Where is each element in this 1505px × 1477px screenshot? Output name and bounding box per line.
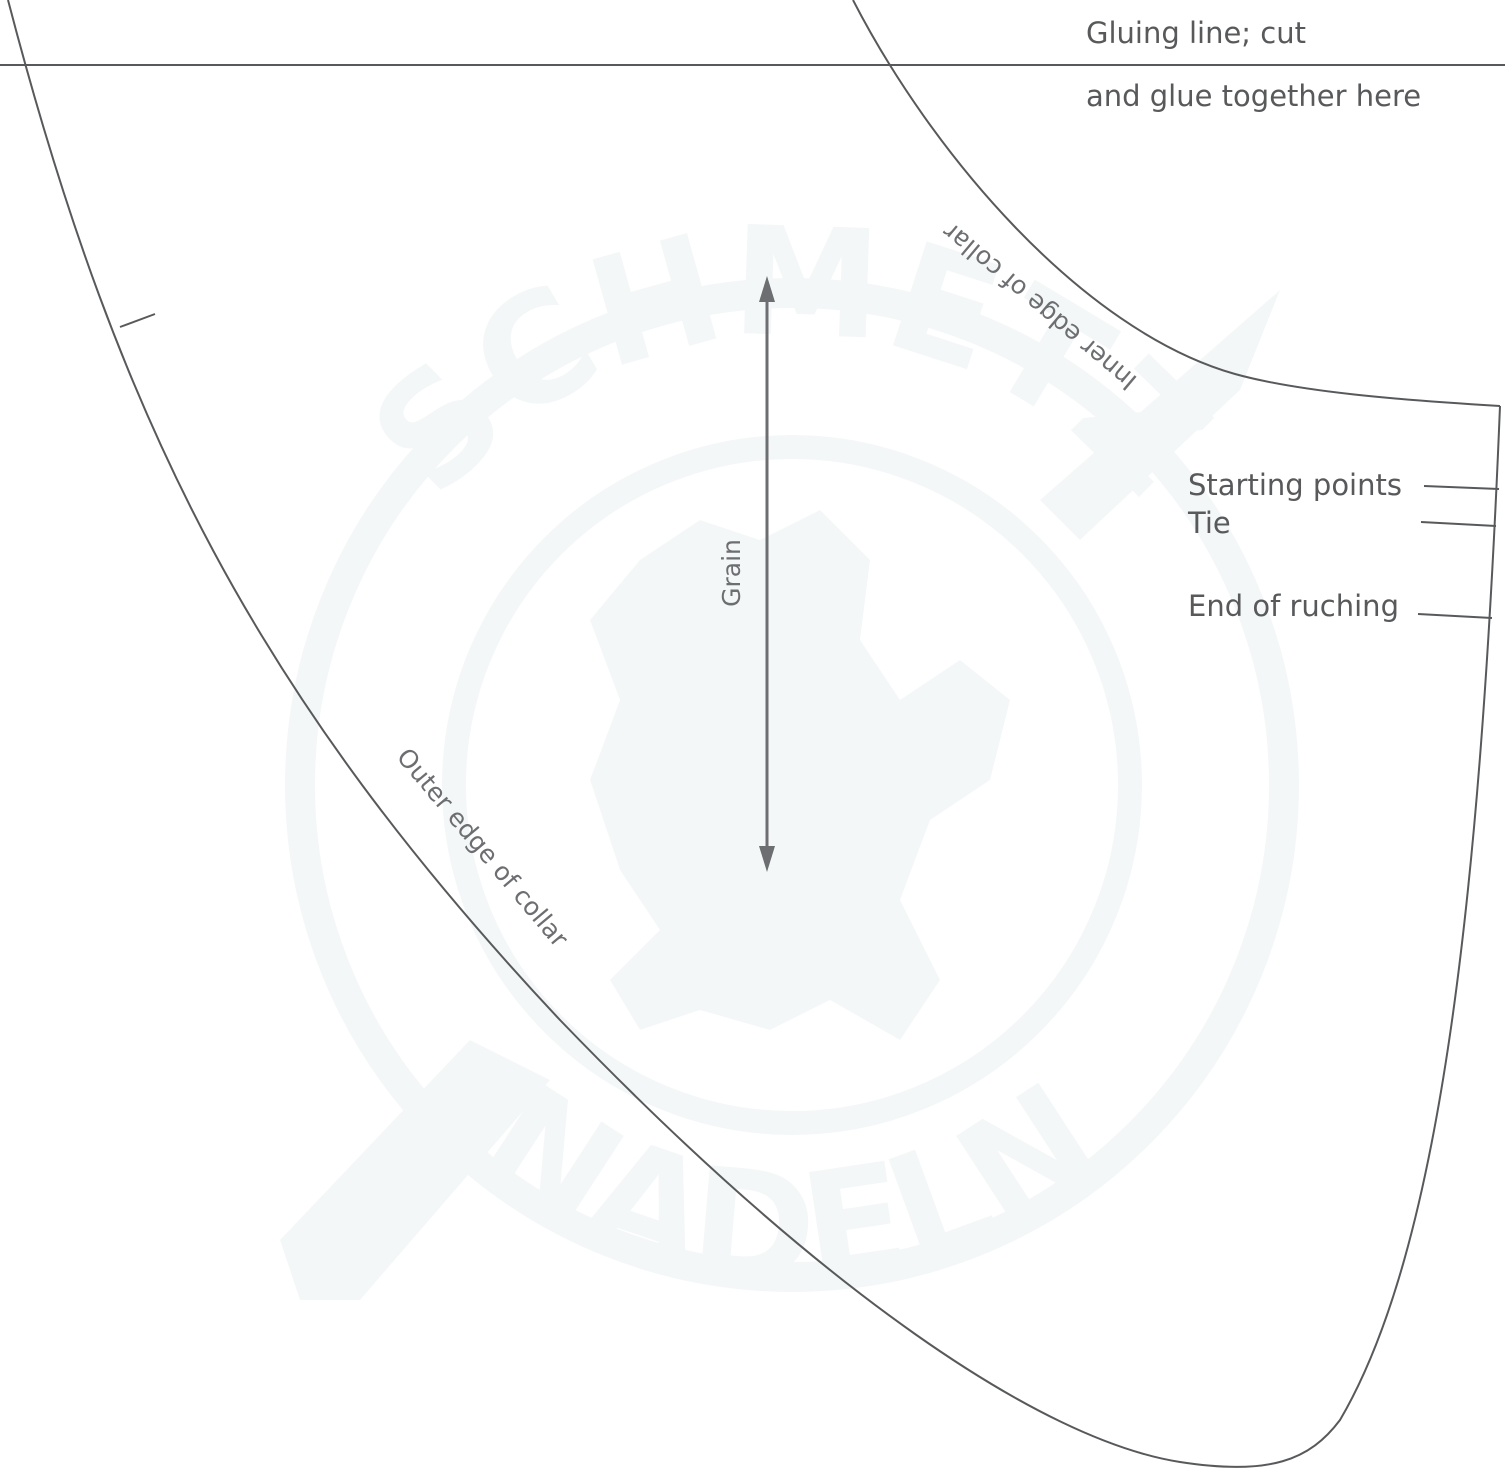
- watermark-logo: SCHMETZ NADELN: [280, 195, 1299, 1319]
- watermark-needle-shape: [280, 290, 1280, 1300]
- inner-edge-line: [852, 0, 1501, 407]
- grain-arrow: [759, 276, 775, 872]
- tie-label: Tie: [1187, 506, 1231, 540]
- tie-marker: [1420, 521, 1497, 527]
- watermark-inner-ring: [442, 435, 1142, 1135]
- grain-label: Grain: [717, 539, 746, 607]
- gluing-line-label-1: Gluing line; cut: [1086, 16, 1306, 50]
- outer-edge-line: [7, 0, 1501, 1468]
- grain-arrowhead-bottom: [759, 846, 775, 872]
- end-of-ruching-label: End of ruching: [1188, 589, 1399, 623]
- starting-points-marker: [1423, 485, 1500, 490]
- notch-mark: [119, 313, 156, 328]
- watermark-text-bottom: NADELN: [451, 1051, 1129, 1319]
- gluing-line-label-2: and glue together here: [1086, 79, 1421, 113]
- starting-points-label: Starting points: [1188, 468, 1402, 502]
- watermark-lion-shape: [590, 510, 1010, 1040]
- end-of-ruching-marker: [1417, 613, 1493, 619]
- grain-arrowhead-top: [759, 276, 775, 302]
- watermark-outer-ring: [285, 278, 1299, 1292]
